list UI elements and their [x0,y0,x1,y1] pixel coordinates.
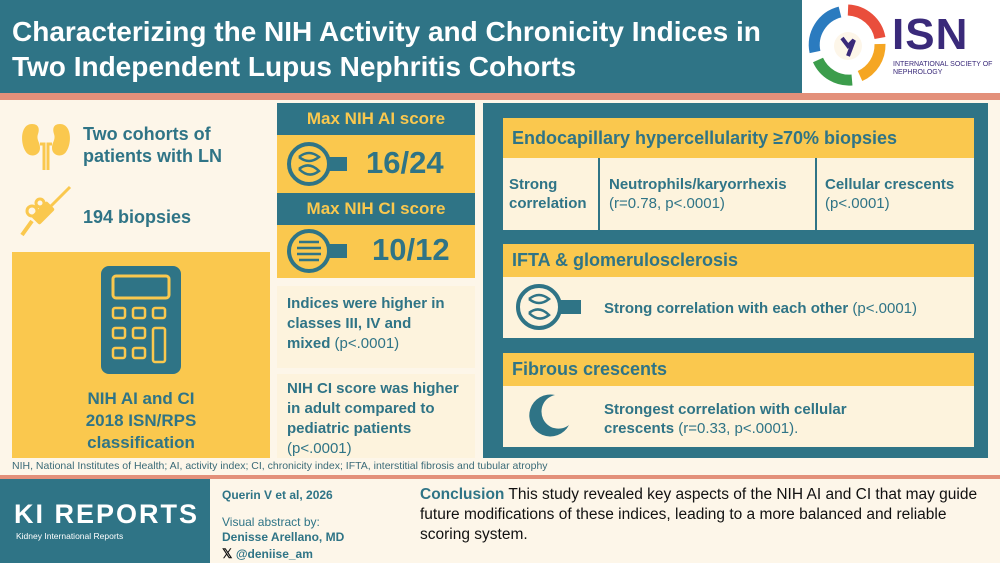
kidneys-icon [22,124,70,170]
ai-score-header: Max NIH AI score [277,103,475,135]
abstract-by-label: Visual abstract by: [222,515,320,529]
journal-subtitle: Kidney International Reports [16,531,124,541]
fibrous-crescents-body [503,386,974,447]
conclusion-text: This study revealed key aspects of the N… [420,486,978,543]
ci-score-value: 10/12 [372,232,450,267]
calculator-icon [101,266,181,374]
ki-reports-logo[interactable] [0,479,210,563]
glomerulus-icon [287,142,347,186]
author-handle[interactable]: 𝕏 @deniise_am [222,546,313,561]
calculator-label: NIH AI and CI 2018 ISN/RPS classificatio… [12,388,270,454]
x-logo-icon: 𝕏 [222,546,233,561]
ifta-header: IFTA & glomerulosclerosis [503,244,974,277]
sclerotic-glomerulus-icon [516,284,581,330]
abbreviations-footnote: NIH, National Institutes of Health; AI, … [12,460,548,472]
isn-logo[interactable] [802,0,1000,93]
journal-name: KI REPORTS [14,499,200,529]
ci-age-line-2: in adult compared to [287,400,435,417]
indices-line-3: mixed (p<.0001) [287,335,400,352]
endocapillary-body [503,158,974,230]
ci-age-line-1: NIH CI score was higher [287,380,459,397]
fibrous-crescents-header: Fibrous crescents [503,353,974,386]
header-divider [0,93,1000,100]
calc-line-1: NIH AI and CI [87,389,195,408]
fibrous-crescents-text: Strongest correlation with cellular cres… [604,401,847,437]
conclusion: Conclusion This study revealed key aspec… [420,485,992,545]
ifta-body [503,277,974,338]
ci-score-header: Max NIH CI score [277,193,475,225]
biopsy-needle-icon [20,185,72,237]
strong-correlation-label: Strong correlation [509,176,587,212]
cellular-crescents-cell: Cellular crescents (p<.0001) [825,176,955,212]
ai-score-value: 16/24 [366,145,444,180]
citation: Querin V et al, 2026 [222,488,333,502]
neutrophils-cell: Neutrophils/karyorrhexis (r=0.78, p<.000… [609,176,787,212]
indices-line-2: classes III, IV and [287,315,412,332]
ifta-text: Strong correlation with each other (p<.0… [604,300,918,317]
cohorts-line-1: Two cohorts of [83,124,211,144]
isn-logo-text: ISN [892,10,969,59]
biopsies-count: 194 biopsies [83,207,192,227]
cohorts-text: Two cohorts of patients with LN [83,123,222,167]
ci-age-card: NIH CI score was higher in adult compare… [277,374,475,458]
crescent-moon-icon [529,394,569,437]
indices-card: Indices were higher in classes III, IV a… [277,286,475,368]
column-divider-1 [598,158,600,230]
fibrotic-glomerulus-icon [287,229,347,273]
isn-logo-icon [808,4,886,86]
author-name: Denisse Arellano, MD [222,530,345,544]
page-title: Characterizing the NIH Activity and Chro… [12,14,802,84]
isn-logo-subtext: INTERNATIONAL SOCIETY OF NEPHROLOGY [893,61,993,76]
title-line-1: Characterizing the NIH Activity and Chro… [12,16,761,47]
ci-age-p: (p<.0001) [287,440,352,457]
endocapillary-header: Endocapillary hypercellularity ≥70% biop… [503,118,974,158]
conclusion-label: Conclusion [420,486,505,503]
column-divider-2 [815,158,817,230]
ci-age-line-3: pediatric patients [287,420,412,437]
calc-line-3: classification [87,433,195,452]
indices-line-1: Indices were higher in [287,295,445,312]
cohorts-line-2: patients with LN [83,146,222,166]
title-line-2: Two Independent Lupus Nephritis Cohorts [12,51,577,82]
calc-line-2: 2018 ISN/RPS [85,411,197,430]
